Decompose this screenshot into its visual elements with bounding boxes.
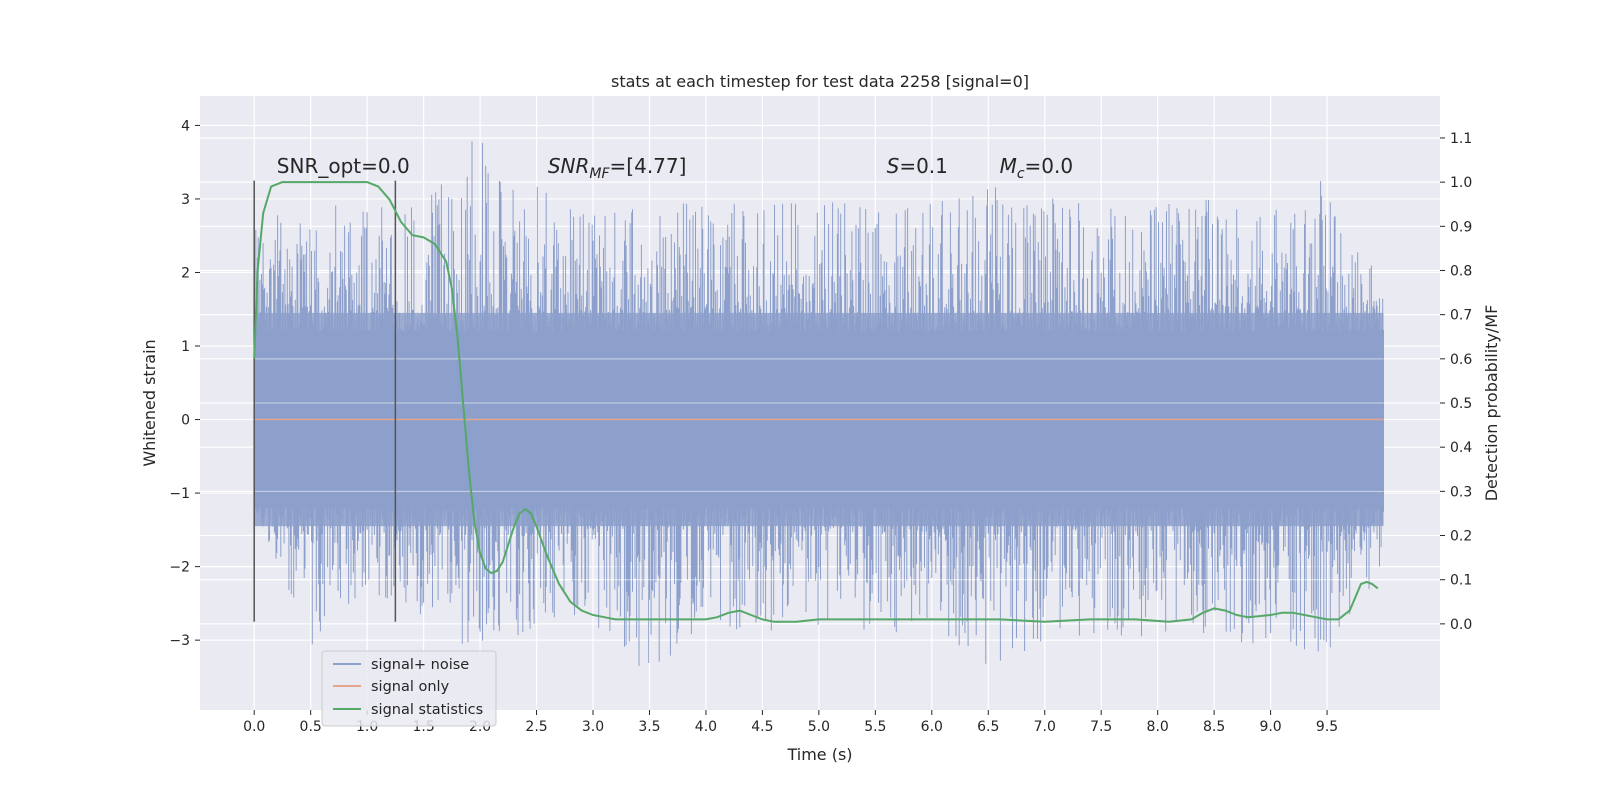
x-tick-label: 9.0 (1259, 719, 1281, 735)
y-right-tick-label: 0.0 (1450, 617, 1472, 633)
legend-label-signal-noise: signal+ noise (371, 657, 469, 673)
x-tick-label: 3.5 (638, 719, 660, 735)
legend-label-signal-statistics: signal statistics (371, 702, 483, 718)
annotation-main: S (887, 154, 900, 178)
y-tick-label: −3 (169, 633, 190, 649)
x-tick-label: 5.5 (864, 719, 886, 735)
annotation-main: SNR_opt=0.0 (277, 154, 410, 178)
y-right-tick-label: 0.5 (1450, 396, 1472, 412)
y-tick-label: −1 (169, 486, 190, 502)
y-right-tick-label: 0.2 (1450, 529, 1472, 545)
legend-box (321, 650, 497, 727)
y-tick-label: 3 (181, 192, 190, 208)
x-tick-label: 0.5 (300, 719, 322, 735)
y-right-tick-label: 0.8 (1450, 263, 1472, 279)
legend-label-signal-only: signal only (371, 679, 450, 695)
x-tick-label: 2.5 (525, 719, 547, 735)
y-right-tick-label: 0.9 (1450, 219, 1472, 235)
annotation-text: S=0.1 (887, 154, 948, 178)
y-right-tick-label: 0.7 (1450, 308, 1472, 324)
x-tick-label: 8.0 (1147, 719, 1169, 735)
signal-statistics-line (253, 181, 1379, 623)
annotation-value: =0.0 (1025, 154, 1074, 178)
x-tick-label: 7.0 (1034, 719, 1056, 735)
annotations: SNR_opt=0.0 SNRMF=[4.77] S=0.1 Mc=0.0 (277, 154, 1073, 182)
y-right-tick-label: 1.0 (1450, 175, 1472, 191)
legend: signal+ noise signal only signal statist… (321, 650, 497, 727)
annotation-subscript: c (1017, 166, 1025, 182)
x-tick-label: 9.5 (1316, 719, 1338, 735)
x-tick-label: 3.0 (582, 719, 604, 735)
tick-labels: 0.0 0.5 1.0 1.5 2.0 2.5 3.0 3.5 4.0 4.5 5.0 5.5 6.0 6… (169, 118, 1472, 735)
x-axis-label: Time (s) (786, 745, 852, 764)
annotation-value: =0.1 (899, 154, 948, 178)
chart-title: stats at each timestep for test data 225… (611, 72, 1029, 91)
vertical-markers (253, 180, 397, 622)
y-right-tick-label: 0.4 (1450, 440, 1472, 456)
x-tick-label: 4.5 (751, 719, 773, 735)
annotation-value: =[4.77] (610, 154, 687, 178)
signal-statistics-series (253, 181, 1379, 623)
x-tick-label: 4.0 (695, 719, 717, 735)
y-tick-label: 4 (181, 118, 190, 134)
y-right-tick-label: 0.1 (1450, 573, 1472, 589)
annotation-main: SNR (548, 154, 590, 178)
y-axis-right-label: Detection probability/MF (1482, 305, 1501, 502)
y-axis-label: Whitened strain (140, 339, 159, 466)
y-tick-label: 2 (181, 265, 190, 281)
x-tick-label: 8.5 (1203, 719, 1225, 735)
x-tick-label: 6.5 (977, 719, 999, 735)
y-right-tick-label: 0.3 (1450, 484, 1472, 500)
y-tick-label: −2 (169, 560, 190, 576)
x-tick-label: 5.0 (808, 719, 830, 735)
annotation-main: M (1000, 154, 1017, 178)
x-tick-label: 0.0 (243, 719, 265, 735)
y-right-tick-label: 0.6 (1450, 352, 1472, 368)
annotation-text: SNRMF=[4.77] (548, 154, 687, 182)
y-right-tick-label: 1.1 (1450, 131, 1472, 147)
annotation-text: SNR_opt=0.0 (277, 154, 410, 178)
y-tick-label: 1 (181, 339, 190, 355)
annotation-text: Mc=0.0 (1000, 154, 1074, 182)
x-tick-label: 6.0 (921, 719, 943, 735)
annotation-subscript: MF (589, 166, 610, 182)
x-tick-label: 7.5 (1090, 719, 1112, 735)
y-tick-label: 0 (181, 413, 190, 429)
